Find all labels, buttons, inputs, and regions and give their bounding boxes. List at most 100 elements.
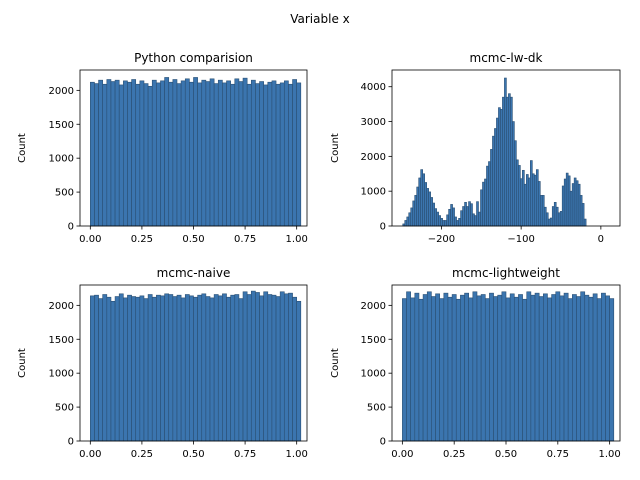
histogram-bar (263, 291, 269, 442)
histogram-bar (534, 292, 540, 442)
histogram-bar (184, 294, 190, 442)
histogram-bar (255, 83, 260, 227)
histogram-bar (180, 297, 186, 442)
y-tick-label: 3000 (361, 117, 386, 128)
x-tick-label: 0.75 (547, 449, 569, 460)
histogram-bar (176, 294, 182, 442)
histogram-bar (522, 298, 528, 442)
histogram-bar (575, 180, 579, 227)
axes-frame (391, 69, 621, 227)
histogram-bar (505, 297, 511, 442)
y-tick-label: 1500 (49, 120, 74, 131)
histogram-bar (118, 293, 124, 442)
histogram-bar (530, 294, 536, 442)
y-tick-label: 4000 (361, 82, 386, 93)
y-tick-label: 1000 (361, 369, 386, 380)
histogram-bar (201, 79, 207, 227)
histogram-bar (222, 293, 227, 442)
histogram-bar (480, 294, 486, 442)
y-tick-label: 0 (380, 437, 386, 448)
histogram-bar (160, 80, 165, 227)
histogram-bar (451, 294, 457, 442)
histogram-bar (114, 296, 120, 442)
histogram-bar (430, 197, 433, 227)
histogram-bar (94, 83, 99, 227)
x-tick-label: 1.00 (599, 449, 621, 460)
histogram-bar (197, 294, 203, 442)
histogram-bar (518, 294, 523, 442)
histogram-bar (131, 296, 137, 442)
y-tick-label: 2000 (361, 152, 386, 163)
histogram-bar (447, 296, 453, 442)
histogram-bar (402, 298, 407, 442)
histogram-bar (443, 292, 449, 442)
histogram-bar (576, 296, 581, 442)
histogram-bar (90, 81, 95, 227)
histogram-bar (217, 295, 223, 442)
histogram-bar (90, 295, 95, 442)
histogram-bar (436, 211, 439, 227)
x-tick-label: −200 (428, 234, 455, 245)
histogram-bar (201, 293, 207, 442)
histogram-bar (426, 291, 432, 442)
histogram-bar (102, 294, 108, 442)
histogram-bar (238, 81, 244, 227)
y-tick-label: 0 (68, 437, 74, 448)
y-tick-label: 2000 (49, 86, 74, 97)
histogram-bar (418, 298, 424, 442)
subplot-mcmc-lw-dk: −200 −100 0 0 1000 2000 3000 4000 mcmc-lw-dk Coun… (330, 51, 621, 245)
histogram-bar (292, 296, 297, 442)
histogram-bar (580, 291, 586, 442)
histogram-bar (250, 79, 256, 227)
histogram-bar (559, 295, 565, 442)
histogram-bar (193, 296, 198, 442)
x-tick-label: 0.50 (182, 449, 204, 460)
histogram-bar (234, 294, 240, 442)
histogram-bar (541, 195, 545, 227)
x-tick-label: −100 (507, 234, 534, 245)
histogram-bar (592, 293, 598, 442)
histogram-bar (431, 296, 436, 442)
y-axis-label: Count (17, 348, 28, 378)
histogram-bar (283, 293, 289, 442)
y-tick-label: 1000 (49, 369, 74, 380)
histogram-bar (605, 295, 610, 442)
histogram-bar (476, 295, 482, 442)
histogram-bar (164, 293, 170, 442)
histogram-bar (131, 79, 137, 227)
histogram-bar (497, 294, 503, 442)
histogram-bar (156, 82, 161, 227)
subplot-title: mcmc-naive (157, 266, 231, 280)
histogram-bar (596, 298, 602, 442)
histogram-bar (213, 294, 219, 442)
histogram-bar (476, 201, 479, 227)
histogram-bar (168, 81, 174, 227)
histogram-bars (90, 77, 302, 227)
y-tick-label: 500 (367, 403, 386, 414)
histogram-bar (94, 294, 99, 442)
histogram-bar (584, 294, 590, 442)
histogram-bar (271, 294, 277, 442)
histogram-bar (123, 297, 128, 442)
histogram-bar (588, 296, 594, 442)
histogram-bar (118, 84, 124, 227)
histogram-bar (230, 294, 236, 442)
histogram-bar (275, 83, 281, 227)
y-tick-label: 500 (55, 403, 74, 414)
histogram-bar (456, 220, 459, 227)
histogram-bar (259, 295, 264, 442)
histogram-bar (555, 291, 561, 442)
histogram-bar (127, 81, 132, 227)
histogram-bar (513, 296, 519, 442)
histogram-bar (106, 79, 112, 227)
histogram-bar (422, 173, 425, 227)
subplot-mcmc-naive: 0.00 0.25 0.50 0.75 1.00 0 500 1000 1500 2000 mcmc… (17, 266, 308, 460)
histogram-bar (189, 81, 194, 227)
histogram-bar (242, 77, 248, 227)
histogram-bar (472, 291, 478, 442)
x-tick-label: 0.25 (131, 234, 153, 245)
histogram-bar (213, 83, 219, 227)
histogram-bar (98, 79, 103, 227)
histogram-bar (406, 291, 411, 442)
histogram-bar (283, 80, 289, 227)
